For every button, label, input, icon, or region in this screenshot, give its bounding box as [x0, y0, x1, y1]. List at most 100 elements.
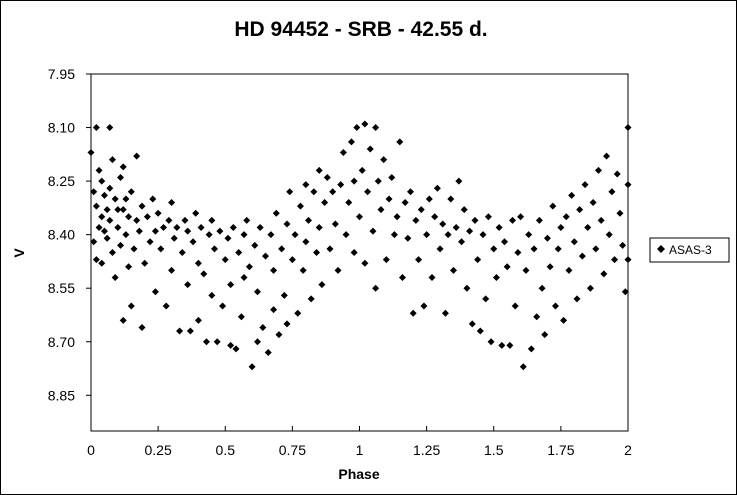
- data-point: [235, 249, 243, 256]
- data-point: [597, 216, 605, 224]
- data-point: [382, 256, 390, 264]
- data-point: [141, 259, 149, 267]
- data-point: [286, 188, 294, 196]
- data-point: [554, 245, 562, 253]
- data-point: [98, 213, 106, 221]
- data-point: [270, 266, 278, 274]
- data-point: [186, 327, 194, 335]
- data-point: [165, 216, 173, 224]
- data-point: [227, 281, 235, 289]
- data-point: [562, 213, 570, 221]
- data-point: [90, 188, 98, 196]
- x-axis-label: Phase: [338, 466, 379, 482]
- data-point: [466, 227, 474, 235]
- data-point: [133, 216, 141, 224]
- data-point: [535, 216, 543, 224]
- x-tick-label: 1.75: [547, 442, 574, 458]
- data-point: [594, 166, 602, 174]
- data-point: [624, 181, 632, 189]
- data-point: [313, 249, 321, 256]
- data-point: [517, 213, 525, 221]
- data-point: [197, 224, 205, 232]
- data-point: [444, 231, 452, 239]
- data-point: [243, 216, 251, 224]
- data-point: [401, 199, 409, 207]
- x-tick-label: 0.25: [145, 442, 172, 458]
- data-point: [573, 295, 581, 303]
- data-point: [98, 259, 106, 267]
- data-point: [154, 209, 162, 217]
- data-point: [471, 216, 479, 224]
- data-point: [149, 195, 157, 203]
- data-point: [95, 224, 103, 232]
- data-point: [358, 166, 366, 174]
- data-point: [253, 288, 261, 296]
- data-point: [267, 231, 275, 239]
- data-point: [621, 288, 629, 296]
- data-point: [181, 216, 189, 224]
- y-tick-label: 8.25: [48, 173, 75, 189]
- x-axis: 0 0.25 0.5 0.75 1 1.25 1.5 1.75 2: [87, 426, 632, 458]
- data-point: [127, 188, 135, 196]
- data-point: [302, 181, 310, 189]
- data-point: [372, 124, 380, 132]
- data-point: [100, 191, 108, 199]
- data-point: [329, 188, 337, 196]
- data-point: [272, 209, 280, 217]
- data-point: [211, 245, 219, 253]
- data-point: [417, 206, 425, 214]
- legend: ASAS-3: [649, 237, 730, 263]
- data-point: [114, 224, 122, 232]
- data-point: [463, 284, 471, 292]
- data-point: [533, 313, 541, 321]
- data-point: [192, 209, 200, 217]
- data-point: [294, 309, 302, 317]
- data-point: [275, 331, 283, 339]
- legend-marker: [657, 245, 665, 253]
- data-point: [565, 266, 573, 274]
- data-point: [130, 245, 138, 253]
- data-point: [404, 234, 412, 242]
- data-point: [117, 241, 125, 249]
- data-point: [372, 284, 380, 292]
- data-point: [364, 188, 372, 196]
- data-point: [100, 227, 108, 235]
- y-tick-label: 8.40: [48, 227, 75, 243]
- data-point: [576, 206, 584, 214]
- data-point: [525, 231, 533, 239]
- y-tick-label: 8.85: [48, 387, 75, 403]
- data-point: [125, 263, 133, 271]
- data-point: [589, 199, 597, 207]
- data-point: [259, 323, 267, 331]
- data-point: [393, 213, 401, 221]
- data-point: [361, 120, 369, 128]
- data-point: [103, 206, 111, 214]
- data-point: [189, 238, 197, 246]
- data-point: [114, 206, 122, 214]
- data-point: [431, 213, 439, 221]
- data-point: [111, 273, 119, 281]
- data-point: [119, 163, 127, 171]
- data-point: [476, 327, 484, 335]
- data-point: [318, 281, 326, 289]
- data-point: [283, 220, 291, 228]
- data-point: [439, 220, 447, 228]
- data-point: [240, 273, 248, 281]
- data-point: [428, 273, 436, 281]
- data-point: [345, 199, 353, 207]
- data-point: [296, 202, 304, 210]
- x-tick-label: 1: [356, 442, 364, 458]
- data-point: [608, 188, 616, 196]
- data-point: [611, 256, 619, 264]
- data-point: [90, 238, 98, 246]
- data-point: [151, 227, 159, 235]
- data-point: [514, 249, 522, 256]
- data-point: [458, 238, 466, 246]
- data-point: [221, 256, 229, 264]
- data-point: [315, 166, 323, 174]
- data-point: [92, 202, 100, 210]
- data-point: [95, 166, 103, 174]
- data-point: [557, 224, 565, 232]
- data-point: [138, 323, 146, 331]
